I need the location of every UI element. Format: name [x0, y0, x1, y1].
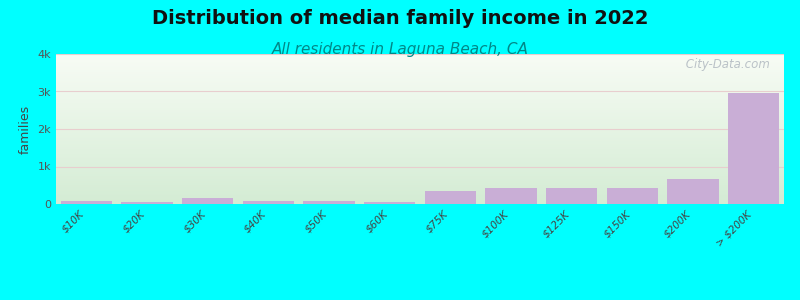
Bar	[303, 201, 354, 204]
Bar	[182, 198, 234, 204]
Text: All residents in Laguna Beach, CA: All residents in Laguna Beach, CA	[271, 42, 529, 57]
Bar	[61, 201, 112, 204]
Bar	[364, 202, 415, 204]
Bar	[728, 93, 779, 204]
Bar	[667, 179, 718, 204]
Bar	[425, 191, 476, 204]
Text: Distribution of median family income in 2022: Distribution of median family income in …	[152, 9, 648, 28]
Bar	[546, 188, 598, 204]
Bar	[486, 188, 537, 204]
Y-axis label: families: families	[19, 104, 32, 154]
Bar	[606, 188, 658, 204]
Text: City-Data.com: City-Data.com	[682, 58, 770, 71]
Bar	[122, 202, 173, 204]
Bar	[242, 201, 294, 204]
